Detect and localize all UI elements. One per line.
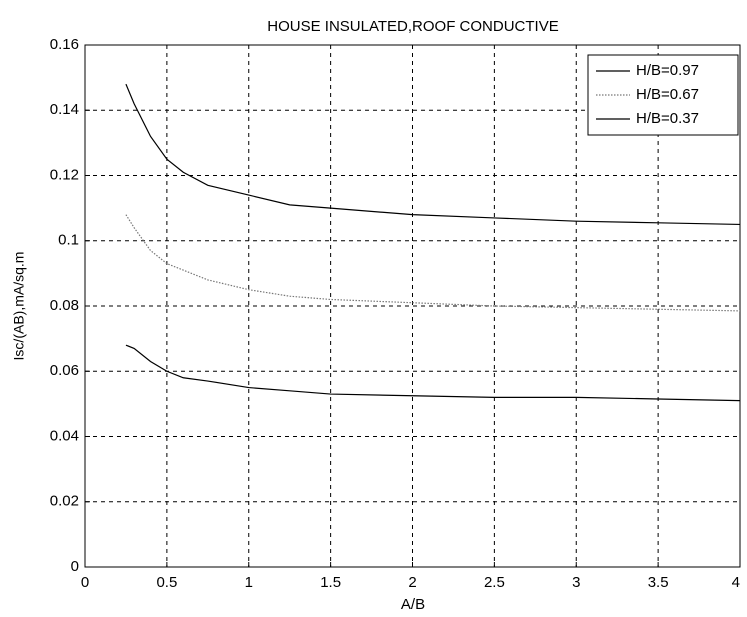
y-tick-label: 0.04 <box>50 427 79 444</box>
x-tick-label: 1 <box>245 574 253 591</box>
y-tick-label: 0.08 <box>50 297 79 314</box>
y-tick-label: 0.12 <box>50 166 79 183</box>
chart-title: HOUSE INSULATED,ROOF CONDUCTIVE <box>267 18 558 35</box>
y-tick-label: 0.1 <box>58 232 79 249</box>
legend-label: H/B=0.67 <box>636 86 699 103</box>
legend-label: H/B=0.37 <box>636 110 699 127</box>
data-line <box>125 214 741 312</box>
x-tick-label: 1.5 <box>320 574 341 591</box>
data-line <box>125 83 741 226</box>
x-tick-label: 2.5 <box>484 574 505 591</box>
legend-box <box>587 54 739 136</box>
y-tick-label: 0 <box>71 558 79 575</box>
legend-label: H/B=0.97 <box>636 62 699 79</box>
x-tick-label: 3.5 <box>648 574 669 591</box>
y-tick-label: 0.02 <box>50 493 79 510</box>
data-line <box>125 344 741 402</box>
x-tick-label: 3 <box>572 574 580 591</box>
y-tick-label: 0.06 <box>50 362 79 379</box>
y-axis-label: Isc/(AB),mA/sq.m <box>11 252 27 361</box>
y-tick-label: 0.16 <box>50 36 79 53</box>
x-tick-label: 2 <box>408 574 416 591</box>
x-axis-label: A/B <box>401 596 425 613</box>
plot-frame <box>84 44 741 568</box>
x-tick-label: 0 <box>81 574 89 591</box>
x-tick-label: 0.5 <box>156 574 177 591</box>
y-tick-label: 0.14 <box>50 101 79 118</box>
x-tick-label: 4 <box>732 574 740 591</box>
